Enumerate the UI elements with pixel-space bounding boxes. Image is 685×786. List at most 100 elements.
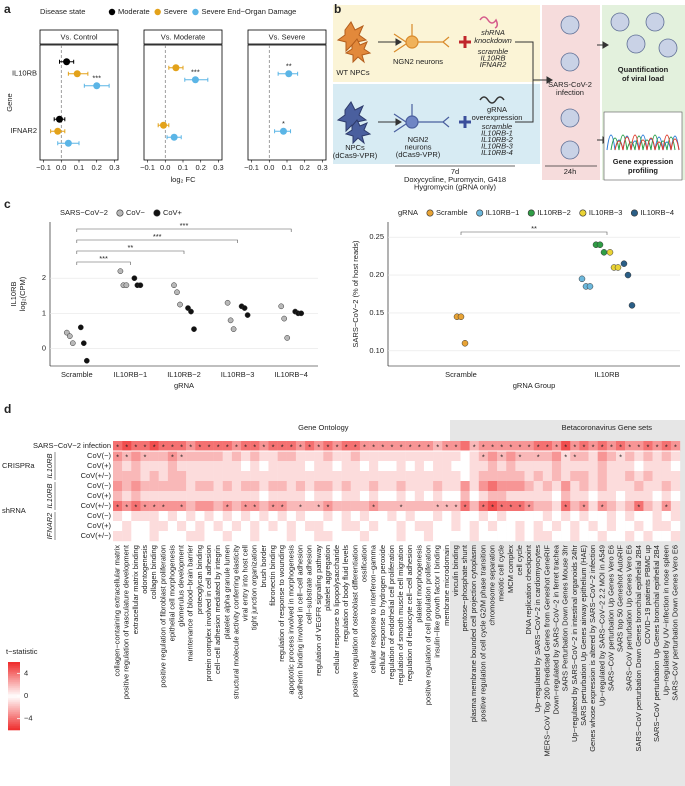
y-axis-label: IL10RB — [9, 281, 18, 306]
heatmap-cell — [524, 511, 534, 522]
significance: * — [189, 442, 192, 451]
heatmap-cell — [551, 441, 562, 452]
heatmap-cell — [396, 501, 406, 512]
heatmap-cell — [140, 511, 150, 522]
heatmap-cell — [469, 481, 480, 492]
significance: * — [180, 452, 183, 461]
heatmap-cell — [597, 501, 608, 512]
heatmap-cell — [359, 451, 370, 462]
heatmap-cell — [433, 481, 443, 492]
point — [83, 357, 90, 364]
heatmap-cell — [332, 451, 342, 462]
significance: * — [454, 502, 457, 511]
heatmap-cell — [588, 521, 598, 532]
heatmap-cell — [615, 491, 626, 502]
heatmap-cell — [350, 481, 361, 492]
heatmap-cell — [195, 461, 205, 472]
heatmap-cell — [241, 451, 251, 462]
heatmap-cell — [131, 481, 141, 492]
column-label: regulation of endothelial cell prolifera… — [387, 545, 396, 679]
heatmap-cell — [131, 511, 141, 522]
point — [614, 264, 622, 271]
heatmap-cell — [542, 531, 553, 542]
heatmap-cell — [634, 511, 644, 522]
legend-label: CoV− — [126, 208, 146, 217]
colorbar-step — [8, 706, 20, 709]
y-axis-label: log₂(CPM) — [18, 276, 27, 311]
heatmap-cell — [241, 471, 251, 482]
heatmap-cell — [561, 471, 571, 482]
heatmap-cell — [524, 451, 534, 462]
heatmap-cell — [506, 451, 516, 462]
legend-marker — [426, 209, 434, 217]
heatmap-cell — [670, 501, 681, 512]
heatmap-cell — [643, 451, 653, 462]
heatmap-cell — [250, 451, 260, 462]
row-subgroup-label: IL10RB — [45, 483, 54, 508]
neurites — [393, 24, 450, 53]
column-label: positive regulation of vasculature devel… — [122, 544, 131, 699]
column-label: Genes whose expression is altered by SAR… — [588, 545, 597, 752]
heatmap-cell — [213, 471, 223, 482]
significance: * — [125, 442, 128, 451]
heatmap-cell — [433, 441, 443, 452]
heatmap-cell — [551, 501, 562, 512]
heatmap-cell — [186, 481, 196, 492]
heatmap-cell — [314, 471, 324, 482]
heatmap-cell — [149, 481, 159, 492]
heatmap-cell — [433, 501, 443, 512]
heatmap-cell — [286, 511, 297, 522]
x-tick-label: IL10RB−1 — [114, 370, 148, 379]
heatmap-cell — [551, 471, 562, 482]
panel-title: Vs. Severe — [269, 32, 306, 41]
point — [170, 133, 178, 141]
point — [117, 268, 124, 275]
heatmap-cell — [652, 491, 662, 502]
point — [191, 76, 199, 84]
heatmap-cell — [588, 491, 598, 502]
colorbar-step — [8, 672, 20, 675]
heatmap-cell — [305, 531, 315, 542]
heatmap-cell — [250, 481, 260, 492]
heatmap-cell — [222, 481, 233, 492]
diagram-text: NPCs — [345, 143, 365, 152]
heatmap-cell — [615, 441, 626, 452]
heatmap-cell — [625, 501, 635, 512]
heatmap-cell — [369, 451, 379, 462]
heatmap-cell — [295, 501, 306, 512]
column-label: glomerulus development — [177, 544, 186, 627]
heatmap-cell — [515, 471, 525, 482]
x-tick-label: 0.3 — [317, 163, 327, 172]
heatmap-cell — [149, 521, 159, 532]
diagram-text: gRNA — [487, 105, 507, 114]
x-tick-label: 0.1 — [282, 163, 292, 172]
y-tick-label: IL10RB — [12, 69, 37, 78]
heatmap-cell — [405, 481, 415, 492]
colorbar-step — [8, 674, 20, 677]
trace — [610, 134, 676, 151]
heatmap-cell — [442, 441, 452, 452]
heatmap-cell — [561, 451, 571, 462]
heatmap-cell — [542, 511, 553, 522]
diagram-text: scramble — [478, 47, 508, 56]
legend-title: gRNA — [398, 208, 418, 217]
legend-title: SARS−CoV−2 — [60, 208, 108, 217]
heatmap-cell — [204, 481, 214, 492]
significance: * — [482, 502, 485, 511]
heatmap-cell — [149, 451, 159, 462]
heatmap-cell — [204, 461, 214, 472]
column-label: ossification — [359, 545, 368, 582]
virion — [658, 38, 678, 58]
colorbar-step — [8, 696, 20, 699]
significance: * — [235, 442, 238, 451]
row-label: CoV(+/−) — [81, 471, 112, 480]
heatmap-cell — [323, 471, 333, 482]
diagram-text: neurons — [404, 142, 431, 151]
column-label: positive regulation of fibroblast prolif… — [158, 545, 167, 688]
heatmap-cell — [332, 461, 342, 472]
heatmap-cell — [286, 451, 297, 462]
heatmap-cell — [231, 531, 242, 542]
column-label: Up−regulated by SARS−CoV−2 2.2 MOI in A5… — [597, 545, 606, 706]
point — [54, 127, 62, 135]
heatmap-cell — [122, 441, 132, 452]
